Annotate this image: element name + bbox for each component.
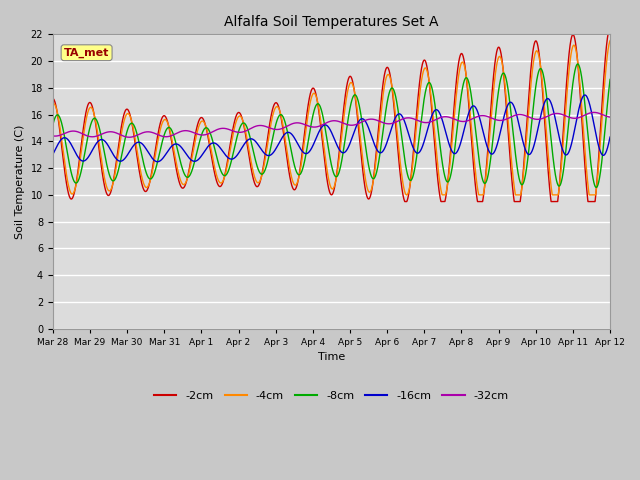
Legend: -2cm, -4cm, -8cm, -16cm, -32cm: -2cm, -4cm, -8cm, -16cm, -32cm (150, 386, 513, 406)
X-axis label: Time: Time (318, 352, 345, 362)
Text: TA_met: TA_met (64, 48, 109, 58)
Y-axis label: Soil Temperature (C): Soil Temperature (C) (15, 124, 25, 239)
Title: Alfalfa Soil Temperatures Set A: Alfalfa Soil Temperatures Set A (224, 15, 438, 29)
